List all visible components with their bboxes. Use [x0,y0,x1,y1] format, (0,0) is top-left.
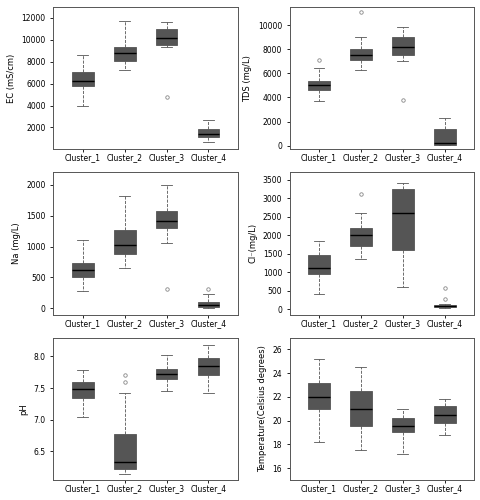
PathPatch shape [197,302,219,306]
Y-axis label: Temperature(Celsius degrees): Temperature(Celsius degrees) [257,346,266,472]
PathPatch shape [391,418,413,432]
PathPatch shape [308,382,329,408]
PathPatch shape [156,210,177,228]
PathPatch shape [113,230,135,254]
PathPatch shape [113,48,135,60]
PathPatch shape [349,391,371,426]
PathPatch shape [72,263,94,278]
PathPatch shape [349,49,371,60]
PathPatch shape [391,37,413,55]
PathPatch shape [156,369,177,378]
Y-axis label: TDS (mg/L): TDS (mg/L) [243,54,252,102]
Y-axis label: Cl⁻(mg/L): Cl⁻(mg/L) [248,224,256,264]
PathPatch shape [433,306,455,307]
PathPatch shape [156,29,177,46]
PathPatch shape [197,358,219,376]
Y-axis label: pH: pH [19,403,28,414]
PathPatch shape [72,72,94,86]
PathPatch shape [308,80,329,90]
Y-axis label: EC (mS/cm): EC (mS/cm) [7,54,16,103]
PathPatch shape [72,382,94,398]
PathPatch shape [308,256,329,274]
PathPatch shape [197,128,219,138]
PathPatch shape [349,228,371,246]
PathPatch shape [433,129,455,144]
PathPatch shape [433,406,455,423]
PathPatch shape [391,189,413,250]
PathPatch shape [113,434,135,469]
Y-axis label: Na (mg/L): Na (mg/L) [12,222,21,264]
